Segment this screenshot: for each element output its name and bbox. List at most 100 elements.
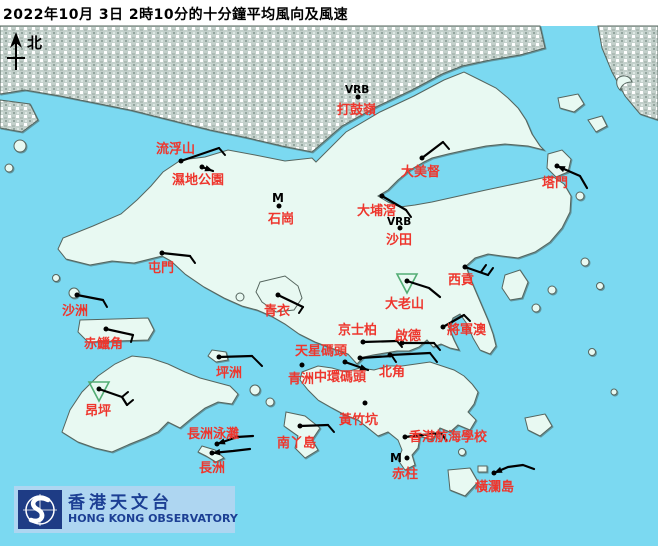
station-dot <box>216 354 222 360</box>
hko-logo[interactable]: 香港天文台 HONG KONG OBSERVATORY <box>14 486 238 533</box>
station-label: 長洲 <box>199 461 225 476</box>
wind-barb-icon <box>276 293 305 309</box>
station-dot <box>159 250 165 256</box>
wind-barb-icon <box>463 265 490 277</box>
station-kings-park[interactable]: 京士柏 <box>338 322 403 348</box>
hko-logo-english: HONG KONG OBSERVATORY <box>68 511 238 525</box>
wind-barb-feather <box>480 264 487 273</box>
station-tap-mun[interactable]: 塔門 <box>542 163 589 192</box>
station-wetland-park[interactable]: 濕地公園 <box>172 164 224 189</box>
station-tai-mei-tuk[interactable]: 大美督 <box>401 140 450 180</box>
station-cheung-chau[interactable]: 長洲 <box>199 447 252 476</box>
station-label: 赤柱 <box>392 466 418 482</box>
station-tsing-yi[interactable]: 青衣 <box>264 292 305 320</box>
station-lau-fau-shan[interactable]: 流浮山 <box>156 141 226 164</box>
station-dot <box>357 355 363 361</box>
station-peng-chau[interactable]: 坪洲 <box>216 354 263 382</box>
wind-arrowhead <box>359 364 368 371</box>
wind-barb-icon <box>358 354 394 360</box>
station-label: 沙洲 <box>62 304 88 319</box>
station-label: 打鼓嶺 <box>337 102 376 118</box>
wind-barb-feather <box>405 209 412 218</box>
station-green-island[interactable]: 青洲 <box>288 362 314 388</box>
station-tuen-mun[interactable]: 屯門 <box>148 250 196 277</box>
wind-barb-icon <box>388 351 432 357</box>
wind-barb-feather <box>189 255 196 264</box>
wind-barb-icon <box>104 327 135 337</box>
station-ngong-ping[interactable]: 昂坪 <box>85 381 134 419</box>
station-dot <box>96 386 102 392</box>
land-crescent-island <box>616 75 633 91</box>
station-label: 中環碼頭 <box>314 369 367 385</box>
wind-barb-feather <box>327 424 335 433</box>
station-dot <box>276 203 282 209</box>
wind-arrowhead <box>204 165 213 172</box>
station-label: 京士柏 <box>338 322 377 338</box>
wind-barb-icon <box>217 354 254 359</box>
station-label: 黃竹坑 <box>338 412 378 428</box>
wind-barb-feather <box>440 432 447 441</box>
land-group <box>0 25 658 497</box>
wind-barb-feather <box>463 314 471 322</box>
station-tates-cairn[interactable]: 大老山 <box>385 273 442 312</box>
station-label: 沙田 <box>386 233 412 248</box>
station-tai-po-kau[interactable]: 大埔滘 <box>357 193 412 220</box>
station-cheung-chau-beach[interactable]: 長洲泳灘 <box>187 426 255 447</box>
station-north-point[interactable]: 北角 <box>379 351 438 381</box>
wind-barb-icon <box>555 164 589 190</box>
station-label: 塔門 <box>542 175 568 191</box>
wind-barb-feather <box>121 391 129 398</box>
wind-barb-icon <box>441 313 466 329</box>
station-chek-lap-kok[interactable]: 赤鱲角 <box>84 326 135 353</box>
wind-barb-icon <box>298 423 330 428</box>
station-central-pier[interactable]: 中環碼頭 <box>314 359 370 386</box>
station-lamma-island[interactable]: 南丫島 <box>277 423 335 452</box>
station-sha-chau[interactable]: 沙洲 <box>62 292 108 320</box>
station-shek-kong[interactable]: M 石崗 <box>267 191 294 227</box>
wind-barb-icon <box>75 293 105 302</box>
station-dot <box>379 193 385 199</box>
wind-barb-feather <box>396 340 403 348</box>
station-wong-chuk-hang[interactable]: 黃竹坑 <box>338 400 378 429</box>
station-label: 北角 <box>379 364 405 380</box>
land-shenzhen-east <box>597 25 658 121</box>
station-hk-sea-school[interactable]: 香港航海學校 <box>402 429 489 445</box>
station-dot <box>440 324 446 330</box>
wind-barb-icon <box>420 140 445 160</box>
hko-logo-icon <box>18 490 62 529</box>
wind-barb-feather <box>126 399 134 406</box>
wind-barb-feather <box>429 352 438 363</box>
hko-logo-chinese: 香港天文台 <box>68 492 173 513</box>
station-marker-vrb: VRB <box>387 216 411 228</box>
station-dot <box>74 292 80 298</box>
station-ta-kwu-ling[interactable]: VRB 打鼓嶺 <box>337 84 376 118</box>
station-waglan-island[interactable]: 橫瀾島 <box>475 463 536 495</box>
station-marker-m: M <box>390 451 402 465</box>
station-kai-tak[interactable]: 啟德 <box>395 328 441 351</box>
station-label: 南丫島 <box>277 435 316 451</box>
wind-arrowhead <box>212 449 221 456</box>
station-sha-tin[interactable]: VRB 沙田 <box>386 216 412 248</box>
land-airport <box>77 317 155 343</box>
station-sai-kung[interactable]: 西貢 <box>448 264 494 289</box>
station-dot <box>397 225 403 231</box>
station-label: 青洲 <box>288 371 314 387</box>
station-dot <box>355 94 361 100</box>
station-dot <box>387 352 393 358</box>
station-label: 坪洲 <box>216 366 242 381</box>
station-dot <box>178 158 184 164</box>
land-hk-island <box>299 361 479 471</box>
station-dot <box>402 434 408 440</box>
station-tseung-kwan-o[interactable]: 將軍澳 <box>440 313 488 338</box>
station-dot <box>419 155 425 161</box>
land-tung-lung <box>524 413 553 437</box>
station-stanley[interactable]: M赤柱 <box>390 451 418 482</box>
wind-arrowhead <box>557 166 566 173</box>
station-label: 流浮山 <box>156 141 195 157</box>
station-star-ferry-pier[interactable]: 天星碼頭 <box>295 344 397 363</box>
station-label: 橫瀾島 <box>475 479 514 495</box>
station-dot <box>209 450 215 456</box>
station-dot <box>399 340 405 346</box>
wind-barb-feather <box>130 334 134 343</box>
station-label: 長洲泳灘 <box>187 426 239 442</box>
